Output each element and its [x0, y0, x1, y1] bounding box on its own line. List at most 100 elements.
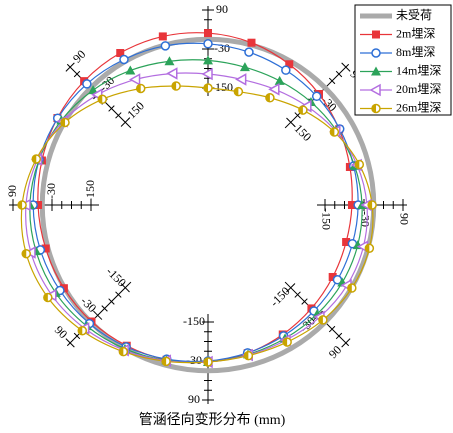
tick-label: -30 [186, 353, 202, 367]
marker-half [244, 351, 249, 360]
marker [329, 127, 340, 137]
tick-label: -30 [44, 183, 58, 199]
marker [135, 83, 146, 94]
marker [203, 55, 213, 65]
marker [328, 272, 337, 281]
tick-mark [65, 62, 75, 72]
marker [166, 67, 178, 80]
legend-label: 20m埋深 [396, 82, 441, 96]
tick-mark [286, 283, 296, 293]
tick-mark [115, 112, 122, 119]
marker [243, 350, 254, 361]
tick-label: 90 [52, 323, 70, 341]
marker [43, 292, 53, 303]
marker-half [18, 201, 23, 209]
marker [164, 56, 175, 66]
tick-mark [294, 291, 301, 298]
marker-half [162, 357, 167, 366]
marker [268, 83, 280, 96]
tick-mark [286, 117, 296, 127]
marker-half [22, 249, 27, 258]
marker-half [204, 357, 208, 366]
marker-half [318, 315, 323, 324]
legend-label: 2m埋深 [396, 26, 435, 40]
tick-mark [73, 332, 81, 340]
marker [285, 60, 294, 69]
marker-half [283, 338, 288, 347]
marker [128, 73, 141, 86]
marker [118, 346, 129, 357]
marker [367, 200, 377, 210]
marker [265, 93, 275, 103]
marker [342, 238, 351, 247]
marker [244, 47, 254, 57]
marker [201, 67, 213, 81]
marker [239, 62, 250, 72]
marker [274, 75, 285, 85]
tick-mark [328, 325, 336, 333]
tick-label: 90 [5, 185, 19, 197]
tick-label: 90 [397, 213, 411, 225]
marker [88, 85, 99, 95]
marker [119, 54, 129, 65]
marker-half [355, 160, 360, 169]
marker [371, 48, 381, 58]
tick-mark [115, 291, 122, 298]
marker-half [204, 84, 208, 92]
tick-mark [120, 117, 130, 127]
marker [21, 248, 31, 259]
legend-label: 8m埋深 [396, 45, 435, 59]
marker [354, 159, 365, 170]
marker-half [372, 104, 376, 113]
marker [161, 356, 171, 367]
marker [97, 94, 108, 105]
tick-label: 90 [216, 2, 228, 16]
marker-half [330, 128, 335, 137]
tick-label: 90 [70, 47, 88, 65]
marker [282, 337, 292, 347]
marker-half [136, 84, 141, 93]
marker [364, 243, 375, 253]
marker-half [368, 201, 373, 209]
marker-half [365, 244, 370, 253]
marker-half [32, 154, 37, 163]
marker [318, 315, 328, 325]
marker [372, 30, 380, 39]
tick-mark [301, 298, 308, 305]
tick-label: -150 [211, 80, 233, 94]
marker-half [98, 95, 103, 104]
marker [371, 66, 381, 76]
marker [158, 32, 167, 41]
marker [281, 65, 291, 75]
marker [235, 73, 247, 86]
tick-mark [108, 105, 115, 112]
legend-label: 14m埋深 [396, 63, 441, 77]
marker [347, 201, 356, 209]
tick-mark [341, 338, 351, 348]
marker [31, 154, 42, 164]
marker-half [78, 326, 83, 335]
marker-half [43, 293, 48, 302]
marker [82, 79, 92, 89]
marker [116, 49, 125, 58]
marker [171, 81, 181, 91]
tick-label: -150 [289, 119, 314, 144]
chart-title: 管涵径向变形分布 (mm) [139, 412, 286, 428]
marker [233, 86, 244, 97]
marker [347, 283, 357, 293]
axis-line [66, 281, 132, 347]
tick-mark [73, 70, 81, 78]
legend-label: 未受荷 [396, 8, 432, 22]
tick-mark [328, 77, 336, 85]
tick-label: 90 [326, 343, 344, 361]
marker [160, 41, 171, 51]
tick-mark [93, 310, 103, 320]
markers [17, 29, 377, 369]
legend: 未受荷 2m埋深 8m埋深 14m埋深 20m埋深 26m埋深 [360, 8, 441, 114]
marker [298, 105, 308, 115]
marker [60, 117, 70, 128]
tick-label: -150 [183, 314, 205, 328]
tick-mark [120, 283, 130, 293]
tick-mark [335, 70, 343, 78]
